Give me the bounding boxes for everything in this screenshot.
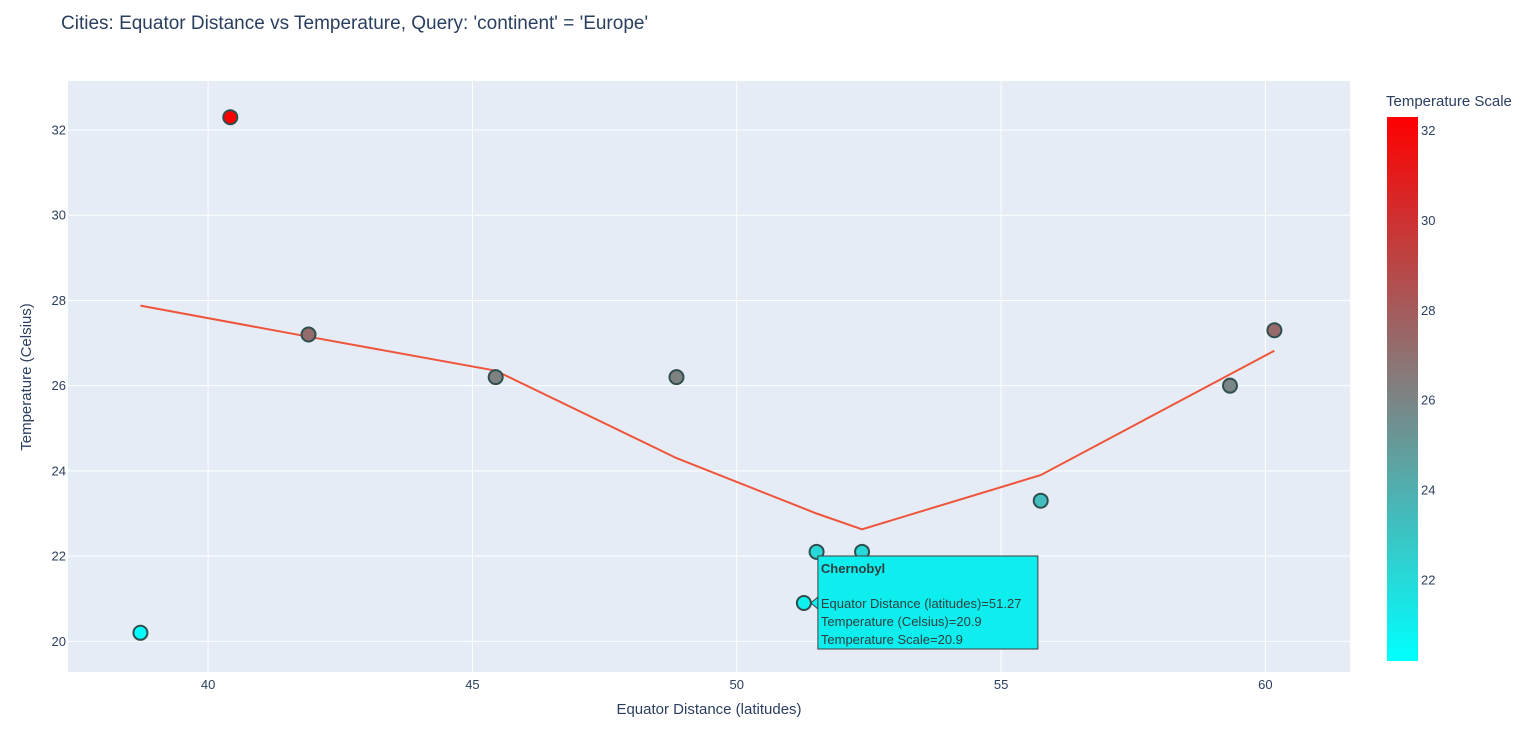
colorbar-tick-label: 30 xyxy=(1421,213,1435,228)
chart-title: Cities: Equator Distance vs Temperature,… xyxy=(61,13,648,34)
colorbar-tick-label: 28 xyxy=(1421,303,1435,318)
tooltip-line-scale: Temperature Scale=20.9 xyxy=(821,632,963,647)
scatter-point[interactable] xyxy=(1266,322,1283,339)
scatter-point[interactable] xyxy=(668,369,685,386)
scatter-point[interactable] xyxy=(300,326,317,343)
scatter-point[interactable] xyxy=(1221,377,1238,394)
y-tick-label: 22 xyxy=(52,549,66,564)
colorbar-tick-label: 26 xyxy=(1421,393,1435,408)
x-tick-label: 40 xyxy=(201,677,215,692)
colorbar-tick-label: 22 xyxy=(1421,573,1435,588)
y-tick-label: 24 xyxy=(52,463,66,478)
y-tick-label: 26 xyxy=(52,378,66,393)
scatter-points xyxy=(132,109,1283,641)
tooltip-box xyxy=(817,555,1039,650)
y-tick-label: 20 xyxy=(52,634,66,649)
y-tick-label: 28 xyxy=(52,293,66,308)
y-axis-title: Temperature (Celsius) xyxy=(18,303,35,451)
x-tick-label: 50 xyxy=(730,677,744,692)
x-tick-label: 55 xyxy=(994,677,1008,692)
hover-tooltip: Chernobyl Equator Distance (latitudes)=5… xyxy=(810,555,1039,650)
colorbar-gradient xyxy=(1387,117,1418,661)
scatter-point[interactable] xyxy=(795,594,812,611)
x-axis-title: Equator Distance (latitudes) xyxy=(616,701,801,718)
scatter-point[interactable] xyxy=(1032,492,1049,509)
tooltip-line-x: Equator Distance (latitudes)=51.27 xyxy=(821,596,1022,611)
tooltip-line-y: Temperature (Celsius)=20.9 xyxy=(821,614,982,629)
colorbar-tick-label: 32 xyxy=(1421,123,1435,138)
scatter-point[interactable] xyxy=(132,624,149,641)
colorbar: Temperature Scale 22 24 26 28 30 32 xyxy=(1386,93,1512,661)
trendline xyxy=(140,304,1275,531)
scatter-point[interactable] xyxy=(808,543,825,560)
y-tick-label: 32 xyxy=(52,123,66,138)
scatter-point[interactable] xyxy=(487,369,504,386)
x-tick-labels: 40 45 50 55 60 xyxy=(201,677,1273,692)
tooltip-title: Chernobyl xyxy=(821,561,885,576)
colorbar-tick-labels: 22 24 26 28 30 32 xyxy=(1421,123,1435,588)
x-tick-label: 45 xyxy=(465,677,479,692)
plot-area xyxy=(68,81,1350,672)
y-tick-label: 30 xyxy=(52,208,66,223)
colorbar-title: Temperature Scale xyxy=(1386,93,1512,110)
colorbar-tick-label: 24 xyxy=(1421,483,1435,498)
y-tick-labels: 20 22 24 26 28 30 32 xyxy=(52,123,66,649)
y-gridlines xyxy=(68,129,1350,642)
scatter-point[interactable] xyxy=(222,109,239,126)
x-tick-label: 60 xyxy=(1258,677,1272,692)
